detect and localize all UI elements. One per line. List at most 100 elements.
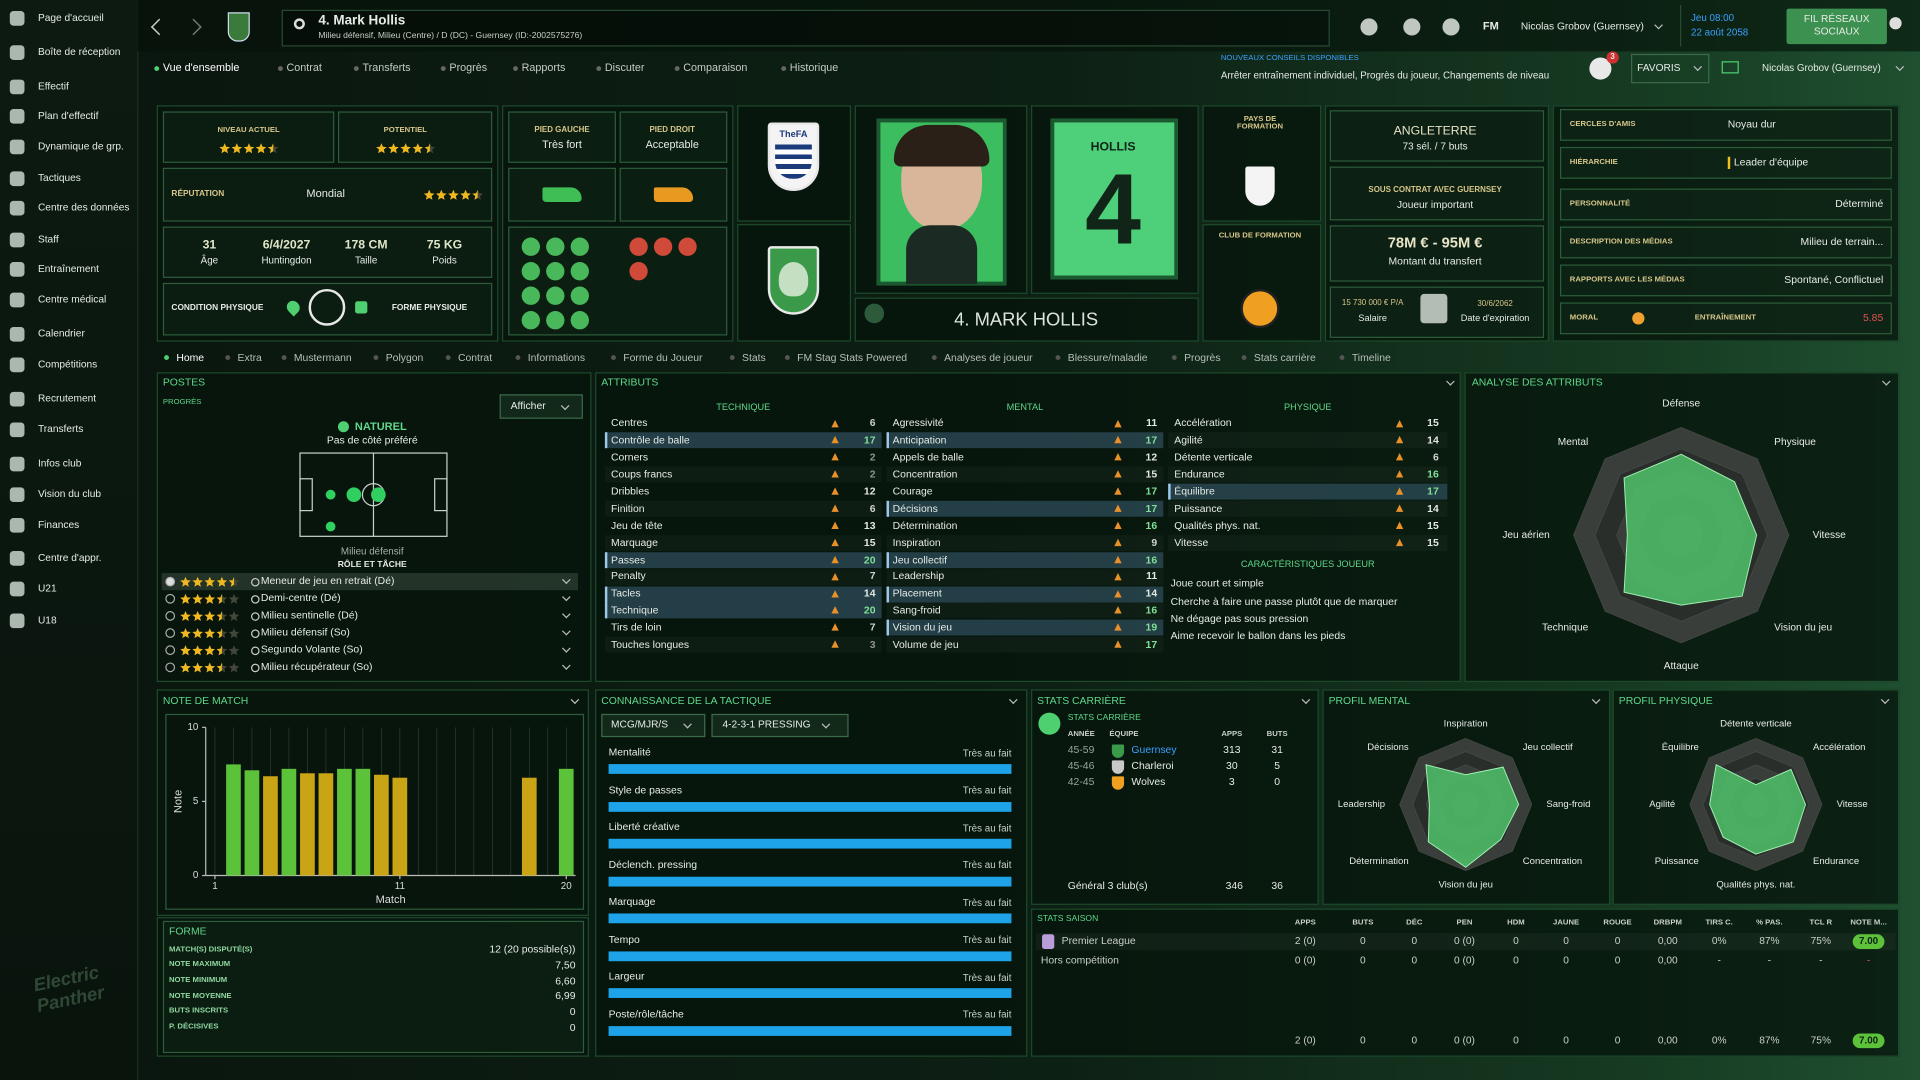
radar-axis-label: Détermination: [1349, 856, 1408, 867]
favorites-button[interactable]: [1631, 53, 1710, 84]
attribute-name: Anticipation: [892, 433, 947, 446]
tab[interactable]: Analyses de joueur: [944, 351, 1033, 365]
role-radio[interactable]: [165, 593, 176, 604]
nav-item[interactable]: Vue d'ensemble: [162, 61, 240, 74]
sidebar-item[interactable]: Entraînement: [37, 262, 99, 275]
sidebar-icon: [9, 551, 25, 566]
sidebar-item[interactable]: Dynamique de grp.: [37, 140, 124, 153]
tab-dot: [611, 355, 616, 361]
expiry: 30/6/2062: [1477, 300, 1513, 310]
career-link[interactable]: STATS CARRIÈRE: [1067, 714, 1141, 723]
role-name: Segundo Volante (So): [260, 643, 363, 656]
radar-axis-label: Leadership: [1338, 799, 1385, 810]
tactic-name: Tempo: [608, 932, 640, 946]
nav-item[interactable]: Rapports: [521, 61, 566, 74]
sidebar-item[interactable]: Calendrier: [37, 327, 85, 340]
card: [1560, 264, 1892, 297]
season-title[interactable]: STATS SAISON: [1037, 914, 1099, 924]
tab[interactable]: Stats: [742, 351, 766, 365]
tactic-name: Marquage: [608, 895, 656, 908]
radar-axis-label: Vision du jeu: [1438, 880, 1493, 891]
tab[interactable]: Stats carrière: [1253, 351, 1316, 365]
tab[interactable]: Blessure/maladie: [1067, 351, 1148, 365]
nav-dot: [781, 66, 787, 72]
role-radio[interactable]: [165, 576, 176, 587]
notification-icon[interactable]: [1589, 57, 1612, 80]
tab[interactable]: Mustermann: [293, 351, 352, 365]
attribute-value: 6: [869, 501, 876, 515]
sidebar-item[interactable]: U18: [37, 613, 57, 627]
tab[interactable]: Progrès: [1184, 351, 1221, 365]
tab[interactable]: Timeline: [1351, 351, 1391, 365]
sidebar-item[interactable]: Plan d'effectif: [37, 109, 99, 122]
season-cell: 2 (0): [1294, 934, 1316, 948]
tab[interactable]: Polygon: [385, 351, 424, 365]
manager-short[interactable]: Nicolas Grobov (Guernsey): [1762, 61, 1881, 73]
tab-dot: [515, 355, 521, 361]
attribute-name: Inspiration: [892, 535, 941, 549]
nav-item[interactable]: Comparaison: [683, 61, 748, 74]
sidebar-item[interactable]: Centre d'appr.: [37, 551, 102, 564]
sidebar-item[interactable]: Finances: [37, 518, 80, 531]
nav-item[interactable]: Contrat: [286, 61, 322, 74]
attribute-group-title: MENTAL: [1006, 401, 1044, 413]
sidebar-item[interactable]: Compétitions: [37, 358, 98, 371]
attribute-value: 7: [869, 569, 876, 583]
season-cell: 0,00: [1657, 954, 1678, 967]
nav-item[interactable]: Transferts: [362, 61, 411, 74]
progress-link[interactable]: PROGRÈS: [162, 397, 202, 406]
career-header: ÉQUIPE: [1109, 729, 1139, 738]
formation-dropdown[interactable]: [711, 713, 849, 738]
sidebar-item[interactable]: Tactiques: [37, 171, 81, 185]
sidebar-item[interactable]: Boîte de réception: [37, 45, 121, 59]
header-icon[interactable]: [1403, 18, 1421, 36]
header-icon[interactable]: [1442, 18, 1460, 36]
role-radio[interactable]: [165, 645, 176, 656]
career-cell: Wolves: [1131, 775, 1166, 788]
tab[interactable]: Home: [176, 351, 205, 365]
current-level-label: NIVEAU ACTUEL: [217, 125, 280, 135]
attribute-value: 17: [1145, 637, 1158, 651]
role-radio[interactable]: [165, 628, 176, 638]
hair: [893, 124, 990, 167]
career-cell: 0: [1274, 775, 1281, 788]
star-full: [204, 593, 215, 604]
sidebar-item[interactable]: Transferts: [37, 422, 84, 436]
sidebar-item[interactable]: Centre des données: [37, 201, 130, 214]
nav-item[interactable]: Progrès: [449, 61, 488, 74]
attribute-value: 20: [863, 552, 876, 566]
bio-value: 6/4/2027: [262, 238, 311, 252]
show-button[interactable]: [499, 394, 583, 419]
social-button[interactable]: [1786, 8, 1887, 45]
star-full: [180, 610, 191, 621]
trait-icon: [570, 262, 589, 281]
tab[interactable]: Contrat: [457, 351, 493, 365]
sidebar-item[interactable]: Centre médical: [37, 293, 107, 306]
tab[interactable]: FM Stag Stats Powered: [797, 351, 908, 365]
attribute-name: Jeu de tête: [611, 518, 663, 532]
role-radio[interactable]: [165, 611, 176, 621]
sidebar-item[interactable]: Page d'accueil: [37, 11, 104, 24]
role-radio[interactable]: [165, 662, 176, 673]
search-field[interactable]: [281, 9, 1330, 47]
progress-arrow: [1114, 470, 1122, 478]
nav-item[interactable]: Historique: [789, 61, 839, 74]
trait: Aime recevoir le ballon dans les pieds: [1170, 629, 1346, 642]
sidebar-item[interactable]: Vision du club: [37, 487, 102, 501]
sidebar-item[interactable]: Effectif: [37, 80, 69, 93]
attribute-name: Agressivité: [892, 416, 944, 429]
sidebar-item[interactable]: Staff: [37, 233, 59, 246]
manager-name[interactable]: Nicolas Grobov (Guernsey): [1520, 20, 1644, 33]
header-icon[interactable]: [1360, 18, 1378, 36]
nav-item[interactable]: Discuter: [604, 61, 645, 74]
tab[interactable]: Informations: [527, 351, 586, 365]
role-dropdown[interactable]: [601, 713, 706, 738]
sidebar-item[interactable]: U21: [37, 582, 57, 595]
key-attribute-highlight: [604, 432, 882, 449]
sidebar-item[interactable]: Infos club: [37, 457, 82, 470]
notification-count: 3: [1610, 53, 1615, 62]
tab[interactable]: Forme du Joueur: [623, 351, 703, 365]
sidebar-item[interactable]: Recrutement: [37, 392, 97, 405]
tab[interactable]: Extra: [237, 351, 262, 365]
attribute-value: 6: [869, 416, 876, 429]
